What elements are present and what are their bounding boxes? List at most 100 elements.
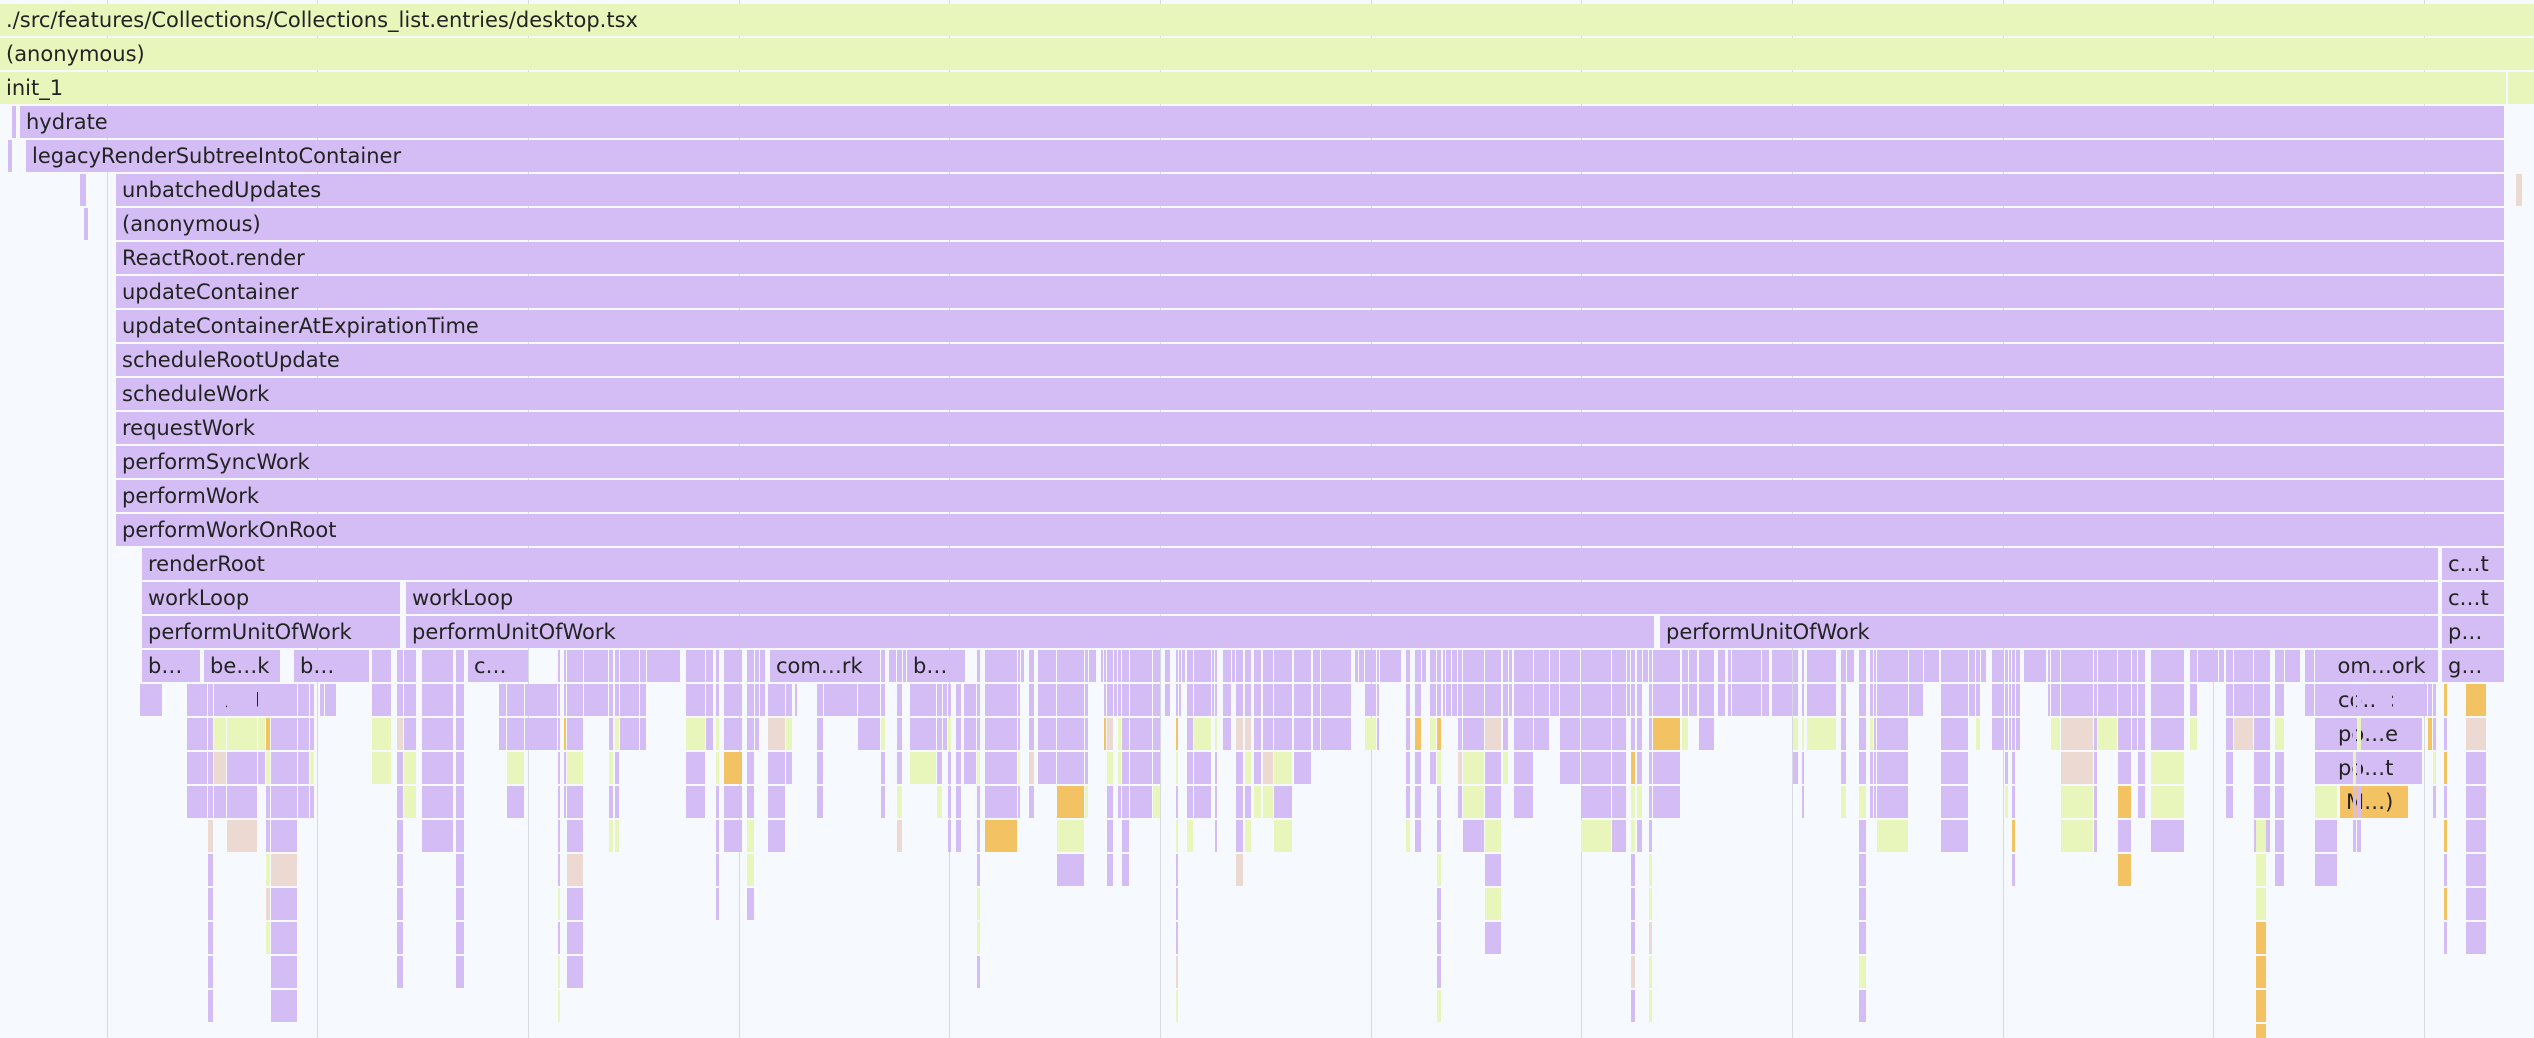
stack-frame[interactable] [2315, 650, 2337, 682]
stack-frame[interactable] [948, 752, 951, 784]
stack-frame[interactable] [2151, 820, 2184, 852]
stack-frame[interactable] [507, 752, 524, 784]
stack-frame[interactable] [1294, 718, 1311, 750]
stack-frame[interactable] [686, 752, 705, 784]
stack-frame[interactable] [2466, 820, 2486, 852]
stack-frame[interactable] [1437, 684, 1441, 716]
stack-frame[interactable] [2256, 922, 2266, 954]
stack-frame[interactable] [187, 718, 207, 750]
stack-frame[interactable] [271, 888, 297, 920]
stack-frame[interactable] [1085, 786, 1088, 818]
stack-frame[interactable] [2061, 752, 2093, 784]
stack-frame[interactable] [964, 684, 976, 716]
stack-frame[interactable] [609, 786, 613, 818]
stack-frame[interactable] [1732, 650, 1761, 682]
stack-frame[interactable] [1718, 650, 1725, 682]
stack-frame[interactable] [1877, 718, 1908, 750]
stack-frame[interactable] [1274, 820, 1292, 852]
stack-frame[interactable] [1870, 786, 1873, 818]
stack-frame[interactable] [620, 718, 639, 750]
stack-frame[interactable] [615, 650, 619, 682]
stack-frame[interactable] [2353, 718, 2356, 750]
stack-frame[interactable] [84, 208, 88, 240]
stack-frame[interactable] [1870, 650, 1873, 682]
stack-frame[interactable] [2256, 1024, 2266, 1038]
stack-frame[interactable] [1514, 718, 1533, 750]
stack-frame[interactable] [1534, 718, 1549, 750]
stack-frame[interactable] [1313, 684, 1320, 716]
stack-frame[interactable] [2357, 684, 2361, 716]
stack-frame[interactable] [1627, 650, 1630, 682]
stack-frame[interactable] [404, 650, 416, 682]
stack-frame[interactable] [1503, 752, 1508, 784]
stack-frame[interactable] [208, 922, 213, 954]
stack-frame[interactable] [1772, 684, 1792, 716]
stack-frame[interactable] [1458, 718, 1462, 750]
stack-frame[interactable] [1176, 922, 1178, 954]
stack-frame[interactable] [2433, 684, 2436, 716]
stack-frame[interactable] [1550, 684, 1559, 716]
stack-frame[interactable] [1377, 718, 1379, 750]
stack-frame[interactable] [1463, 752, 1484, 784]
stack-frame[interactable] [1485, 820, 1501, 852]
stack-frame[interactable] [1874, 684, 1876, 716]
stack-frame[interactable] [1874, 650, 1876, 682]
stack-frame[interactable] [686, 650, 705, 682]
stack-frame[interactable] [881, 684, 885, 716]
stack-frame[interactable] [2256, 888, 2266, 920]
stack-frame[interactable] [1274, 752, 1292, 784]
stack-frame[interactable] [1029, 718, 1034, 750]
stack-frame[interactable] [1458, 650, 1462, 682]
stack-frame[interactable] [266, 922, 270, 954]
stack-frame[interactable] [1653, 786, 1680, 818]
stack-frame[interactable] [1029, 752, 1034, 784]
stack-frame[interactable] [1122, 718, 1129, 750]
stack-frame[interactable] [1631, 752, 1635, 784]
stack-frame[interactable] [1874, 718, 1876, 750]
stack-frame[interactable] [1406, 752, 1410, 784]
stack-frame[interactable] [1182, 650, 1185, 682]
stack-frame[interactable] [266, 684, 270, 716]
stack-frame[interactable] [456, 718, 464, 750]
stack-frame[interactable] [1859, 752, 1866, 784]
stack-frame[interactable] [615, 752, 619, 784]
stack-frame[interactable] [567, 956, 583, 988]
stack-frame[interactable] [1114, 684, 1117, 716]
stack-frame[interactable] [2466, 718, 2486, 750]
stack-frame[interactable] [1992, 650, 2004, 682]
stack-frame[interactable] [298, 752, 309, 784]
stack-frame[interactable] [2132, 684, 2137, 716]
stack-frame[interactable] [615, 820, 619, 852]
stack-frame[interactable] [372, 650, 391, 682]
stack-frame[interactable] [724, 650, 742, 682]
stack-frame[interactable] [2138, 650, 2145, 682]
stack-frame[interactable] [214, 718, 226, 750]
stack-frame[interactable] [525, 718, 557, 750]
stack-frame[interactable] [1560, 752, 1580, 784]
stack-frame[interactable] [1682, 650, 1688, 682]
stack-frame[interactable] [567, 922, 583, 954]
stack-frame[interactable] [1649, 888, 1652, 920]
stack-frame[interactable] [948, 786, 951, 818]
stack-frame[interactable] [977, 650, 980, 682]
stack-frame[interactable] [824, 684, 857, 716]
stack-frame[interactable] [1728, 684, 1731, 716]
stack-frame[interactable] [310, 684, 314, 716]
stack-frame[interactable] [266, 888, 270, 920]
stack-frame[interactable] [1859, 684, 1866, 716]
stack-frame[interactable] [1101, 650, 1103, 682]
stack-frame[interactable] [1406, 820, 1410, 852]
stack-frame[interactable] [724, 718, 742, 750]
stack-frame[interactable] [1631, 820, 1635, 852]
stack-frame[interactable] [1485, 718, 1501, 750]
stack-frame[interactable] [258, 718, 265, 750]
stack-frame[interactable] [768, 786, 785, 818]
frame-perform-work-on-root[interactable]: performWorkOnRoot [116, 514, 2504, 546]
stack-frame[interactable] [1176, 752, 1178, 784]
stack-frame[interactable] [1689, 650, 1697, 682]
stack-frame[interactable] [2466, 888, 2486, 920]
frame-hydrate[interactable]: hydrate [20, 106, 2504, 138]
stack-frame[interactable] [2009, 684, 2011, 716]
stack-frame[interactable] [2226, 650, 2233, 682]
frame-pop-context-2[interactable]: po…t [2332, 752, 2422, 784]
